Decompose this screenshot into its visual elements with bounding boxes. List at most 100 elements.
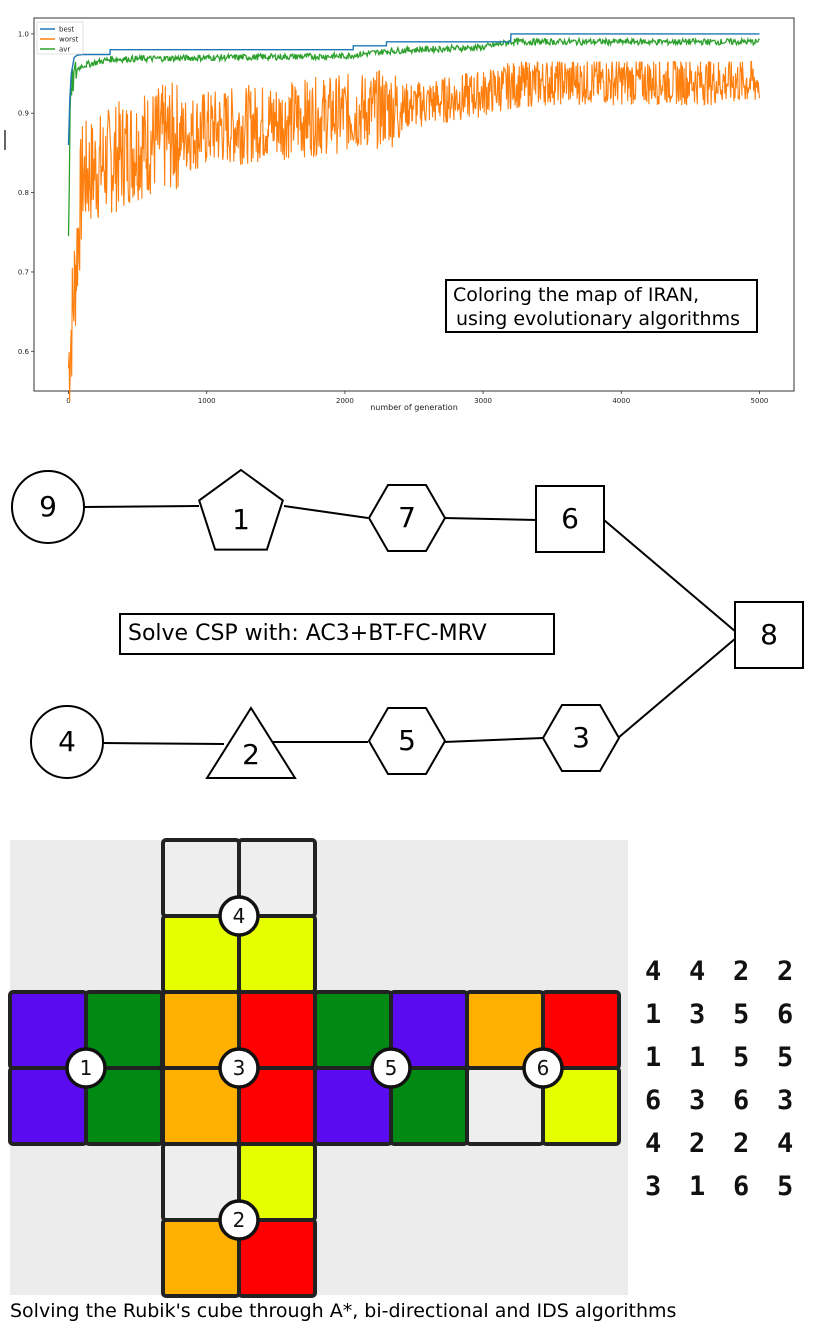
csp-node-label: 7 <box>398 501 416 534</box>
csp-graph: 9 1 7 6 8 4 2 5 3 <box>11 468 804 779</box>
csp-node-label: 4 <box>58 725 76 758</box>
cube-face-1: 1 <box>8 990 164 1146</box>
fitness-chart: 0 1000 2000 3000 4000 5000 0.6 0.7 0.8 0.9 1.0 bes… <box>0 0 818 420</box>
csp-node-label: 8 <box>760 618 778 651</box>
number-cell: 6 <box>733 1171 750 1202</box>
x-tick-label: 4000 <box>612 397 630 405</box>
csp-node-label: 5 <box>398 724 416 757</box>
csp-node-3: 3 <box>541 704 621 772</box>
face-label: 1 <box>80 1056 93 1080</box>
number-cell: 4 <box>645 1128 662 1159</box>
csp-node-4: 4 <box>30 705 104 779</box>
csp-label-box: Solve CSP with: AC3+BT-FC-MRV <box>119 613 555 655</box>
cube-face-4: 4 <box>161 838 317 994</box>
number-cell: 4 <box>645 956 662 987</box>
x-tick-label: 5000 <box>751 397 769 405</box>
legend-label-best: best <box>59 26 74 34</box>
csp-node-9: 9 <box>11 470 85 544</box>
edge-7-6 <box>443 517 538 521</box>
y-tick-label: 0.6 <box>18 348 30 356</box>
rubik-caption: Solving the Rubik's cube through A*, bi-… <box>10 1300 677 1322</box>
edge-3-8 <box>617 637 737 739</box>
number-cell: 3 <box>689 1085 706 1116</box>
face-label: 2 <box>233 1208 246 1232</box>
cube-face-3: 3 <box>161 990 317 1146</box>
face-label: 4 <box>233 904 246 928</box>
number-cell: 4 <box>777 1128 794 1159</box>
number-cell: 2 <box>733 1128 750 1159</box>
number-cell: 6 <box>733 1085 750 1116</box>
number-cell: 3 <box>645 1171 662 1202</box>
x-tick-label: 2000 <box>336 397 354 405</box>
number-cell: 6 <box>777 999 794 1030</box>
number-cell: 2 <box>733 956 750 987</box>
csp-node-1: 1 <box>198 468 284 551</box>
face-label: 3 <box>233 1056 246 1080</box>
face-label-circle <box>65 1047 107 1089</box>
edge-5-3 <box>443 737 544 743</box>
chart-ticks: 0 1000 2000 3000 4000 5000 0.6 0.7 0.8 0.9 1.0 <box>18 30 769 405</box>
x-tick-label: 3000 <box>474 397 492 405</box>
x-tick-label: 0 <box>66 397 70 405</box>
face-label-circle <box>370 1047 412 1089</box>
y-tick-label: 1.0 <box>18 30 29 38</box>
csp-node-5: 5 <box>367 707 447 775</box>
cube-cell <box>237 1218 317 1298</box>
face-label-circle <box>218 1199 260 1241</box>
csp-node-2: 2 <box>205 706 297 779</box>
legend-label-avr: avr <box>59 46 70 54</box>
cube-cell <box>541 1066 621 1146</box>
face-label: 5 <box>385 1056 398 1080</box>
number-cell: 1 <box>645 1042 662 1073</box>
chart-series <box>67 33 761 402</box>
fitness-chart-svg: 0 1000 2000 3000 4000 5000 0.6 0.7 0.8 0.9 1.0 bes… <box>4 17 795 412</box>
number-cell: 5 <box>777 1171 794 1202</box>
cube-face-2: 2 <box>161 1142 317 1298</box>
number-cell: 3 <box>777 1085 794 1116</box>
number-cell: 2 <box>777 956 794 987</box>
csp-edges <box>82 505 737 745</box>
series-line-worst <box>67 61 761 402</box>
cube-face-5: 5 <box>313 990 469 1146</box>
number-cell: 3 <box>689 999 706 1030</box>
y-tick-label: 0.8 <box>18 189 29 197</box>
number-cell: 5 <box>733 999 750 1030</box>
edge-6-8 <box>603 519 737 633</box>
number-cell: 1 <box>689 1042 706 1073</box>
csp-node-label: 2 <box>242 738 260 771</box>
series-line-best <box>67 33 760 146</box>
series-line-avr <box>67 36 760 237</box>
y-tick-label: 0.9 <box>18 110 29 118</box>
number-cell: 4 <box>689 956 706 987</box>
number-cell: 5 <box>777 1042 794 1073</box>
y-tick-label: 0.7 <box>18 268 29 276</box>
face-label-circle <box>218 895 260 937</box>
number-cell: 5 <box>733 1042 750 1073</box>
face-label-circle <box>218 1047 260 1089</box>
legend-label-worst: worst <box>59 36 79 44</box>
csp-node-7: 7 <box>367 484 447 552</box>
rubik-cube-net: 4 1 3 5 6 2 <box>8 838 621 1298</box>
chart-caption-line1: Coloring the map of IRAN, <box>453 284 700 306</box>
chart-caption-box: Coloring the map of IRAN, using evolutio… <box>445 279 758 333</box>
csp-node-6: 6 <box>535 485 605 553</box>
edge-1-7 <box>283 505 369 519</box>
csp-node-label: 3 <box>572 721 590 754</box>
csp-node-label: 9 <box>39 490 57 523</box>
number-cell: 1 <box>689 1171 706 1202</box>
face-label: 6 <box>537 1056 550 1080</box>
csp-node-label: 1 <box>232 503 250 536</box>
number-cell: 6 <box>645 1085 662 1116</box>
x-axis-label: number of generation <box>370 403 458 412</box>
csp-node-8: 8 <box>734 601 804 669</box>
csp-node-label: 6 <box>561 502 579 535</box>
cube-face-6: 6 <box>465 990 621 1146</box>
edge-4-2 <box>102 742 225 745</box>
